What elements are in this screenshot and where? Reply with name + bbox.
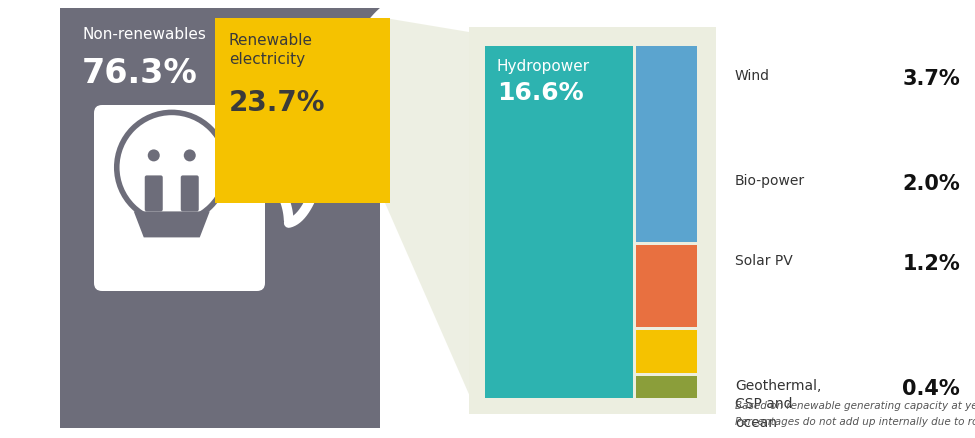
Circle shape xyxy=(148,150,160,162)
Text: Solar PV: Solar PV xyxy=(735,254,793,267)
Text: 1.2%: 1.2% xyxy=(902,254,960,273)
Text: Non-renewables: Non-renewables xyxy=(82,27,206,42)
FancyBboxPatch shape xyxy=(469,28,716,414)
FancyBboxPatch shape xyxy=(94,106,265,291)
Text: Percentages do not add up internally due to rounding.: Percentages do not add up internally due… xyxy=(735,416,975,426)
Bar xyxy=(636,245,697,327)
FancyBboxPatch shape xyxy=(144,176,163,212)
Text: Hydropower: Hydropower xyxy=(497,59,590,74)
Bar xyxy=(636,376,697,398)
Text: 76.3%: 76.3% xyxy=(82,57,198,90)
Bar xyxy=(636,330,697,373)
Text: Bio-power: Bio-power xyxy=(735,173,805,187)
Text: Renewable
electricity: Renewable electricity xyxy=(229,33,313,67)
Bar xyxy=(215,19,390,204)
Text: 23.7%: 23.7% xyxy=(229,89,326,117)
Text: 0.4%: 0.4% xyxy=(902,378,960,398)
Circle shape xyxy=(183,150,196,162)
Text: 3.7%: 3.7% xyxy=(902,69,960,89)
FancyBboxPatch shape xyxy=(180,176,199,212)
Bar xyxy=(485,47,633,398)
Text: Wind: Wind xyxy=(735,69,770,83)
Text: Geothermal,
CSP and
ocean: Geothermal, CSP and ocean xyxy=(735,378,821,429)
Text: 16.6%: 16.6% xyxy=(497,81,584,105)
Polygon shape xyxy=(134,212,210,238)
Bar xyxy=(636,47,697,242)
Polygon shape xyxy=(385,19,475,408)
Bar xyxy=(60,9,380,428)
Text: Based on renewable generating capacity at year-end 2015.: Based on renewable generating capacity a… xyxy=(735,400,975,410)
Text: 2.0%: 2.0% xyxy=(902,173,960,194)
